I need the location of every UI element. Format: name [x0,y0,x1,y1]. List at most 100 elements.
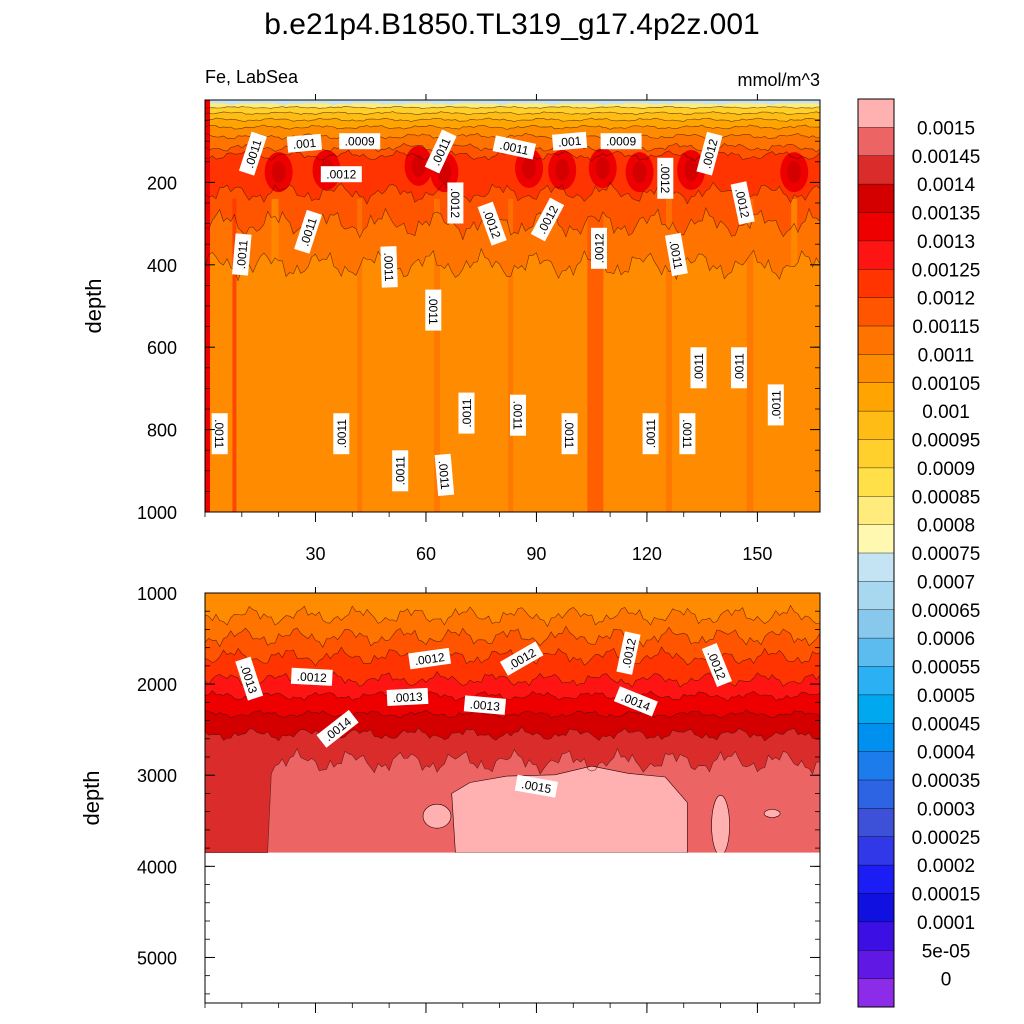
colorbar-label-24: 0.0003 [917,799,975,820]
upper-hot-core-2 [411,154,426,177]
upper-contour-label-2: .0009 [339,133,381,150]
lower-contour-label-1: .0012 [290,667,333,686]
upper-x-tick-label-3: 120 [632,544,662,564]
upper-hot-core-7 [632,161,647,184]
lower-contour-label-text-2: .0012 [414,650,446,668]
upper-contour-label-text-16: .0012 [593,233,607,263]
upper-contour-line-7 [205,181,820,205]
upper-contour-line-3 [205,124,820,130]
upper-contour-label-9: .0012 [657,157,674,199]
lower-y-tick-label-0: 1000 [137,584,177,604]
upper-contour-label-29: .0011 [679,413,696,455]
upper-contour-line-2 [205,117,820,123]
upper-y-tick-label-0: 200 [147,173,177,193]
upper-hot-core-9 [787,161,802,184]
colorbar-label-21: 0.00045 [912,714,981,735]
upper-hot-core-6 [595,156,610,179]
colorbar-label-4: 0.0013 [917,232,975,253]
lower-contour-label-4: .0012 [616,631,641,675]
colorbar-swatch-1 [858,127,894,157]
colorbar-swatch-5 [858,240,894,270]
upper-contour-label-text-28: .0011 [644,419,658,448]
colorbar-swatch-27 [858,865,894,894]
upper-contour-label-text-10: .0012 [448,188,462,218]
colorbar-swatch-6 [858,269,894,299]
colorbar-label-22: 0.0004 [917,743,976,764]
colorbar-swatch-31 [858,978,894,1008]
lower-contour-label-6: .0013 [386,687,429,706]
upper-y-tick-label-2: 600 [147,338,177,358]
colorbar-swatch-28 [858,893,894,923]
upper-contour-label-text-9: .0012 [658,163,672,193]
colorbar-label-12: 0.0009 [917,459,975,480]
colorbar-label-10: 0.001 [922,402,970,423]
upper-hot-core-0 [271,161,286,184]
lower-y-tick-label-1: 2000 [137,675,177,695]
lower-contour-label-text-6: .0013 [392,690,423,706]
colorbar-swatch-17 [858,581,894,611]
colorbar-label-2: 0.0014 [917,175,976,196]
colorbar-label-6: 0.0012 [917,289,975,310]
upper-band-4 [205,124,820,140]
upper-contour-label-text-23: .0011 [511,401,525,430]
colorbar-label-1: 0.00145 [912,147,981,168]
colorbar-swatch-2 [858,155,894,185]
colorbar-label-9: 0.00105 [912,374,981,395]
lower-band-0 [205,593,820,627]
colorbar-swatch-21 [858,694,894,724]
upper-y-axis-label: depth [81,278,106,333]
colorbar-label-19: 0.00055 [912,658,981,679]
colorbar-swatch-22 [858,723,894,753]
colorbar-swatch-18 [858,609,894,639]
lower-max-blob-1 [422,803,452,829]
colorbar-label-13: 0.00085 [912,487,981,508]
colorbar-label-28: 0.0001 [917,913,975,934]
lower-contour-label-7: .0013 [463,695,507,715]
colorbar-label-26: 0.0002 [917,856,975,877]
colorbar-swatch-9 [858,354,894,384]
colorbar-swatch-12 [858,439,894,469]
upper-contour-label-text-8: .0012 [326,168,356,182]
upper-contour-label-text-20: .0011 [692,353,706,382]
lower-contour-line-5 [205,709,820,719]
colorbar-label-17: 0.00065 [912,601,981,622]
upper-contour-label-text-26: .0011 [335,419,349,448]
upper-contour-labels: .0011 .001 .0009 .0011 .0011 .001 .0009 .0012 .0… [211,129,784,497]
lower-contour-line-1 [205,625,820,648]
upper-contour-label-27: .0011 [561,413,578,455]
lower-band-7 [205,727,820,853]
upper-hot-core-4 [522,156,537,179]
lower-contour-label-2: .0012 [408,647,452,670]
upper-contour-label-22: .0011 [458,392,475,434]
colorbar-swatch-24 [858,780,894,809]
upper-hot-core-8 [684,159,699,182]
upper-contour-label-20: .0011 [690,347,707,389]
upper-contour-label-text-18: .0011 [381,252,396,282]
colorbar-swatch-20 [858,666,894,696]
lower-y-axis-label: depth [79,770,104,825]
upper-x-tick-label-2: 90 [526,544,546,564]
upper-streak-8 [791,198,798,512]
region-label: Fe, LabSea [205,67,299,87]
colorbar-swatch-29 [858,921,894,951]
upper-contour-label-text-17: .0011 [666,239,685,270]
upper-contour-label-text-31: .0011 [436,460,453,491]
colorbar-label-20: 0.0005 [917,686,975,707]
colorbar-label-8: 0.0011 [918,345,975,366]
colorbar-label-3: 0.00135 [912,204,981,225]
colorbar-frame [857,98,895,1008]
upper-streak-2 [357,198,363,512]
upper-contour-label-1: .001 [286,133,323,153]
upper-contour-label-25: .0011 [211,413,228,455]
lower-max-region [451,765,688,853]
colorbar-swatch-15 [858,524,894,554]
upper-contour-label-text-2: .0009 [345,135,375,149]
colorbar-swatch-0 [858,99,894,128]
lower-band-1 [205,605,820,648]
colorbar-swatch-13 [858,467,894,497]
lower-contour-line-7 [205,747,820,853]
colorbar-swatch-10 [858,382,894,412]
lower-band-2 [205,626,820,666]
colorbar-swatch-11 [858,411,894,440]
lower-y-tick-label-4: 5000 [137,948,177,968]
